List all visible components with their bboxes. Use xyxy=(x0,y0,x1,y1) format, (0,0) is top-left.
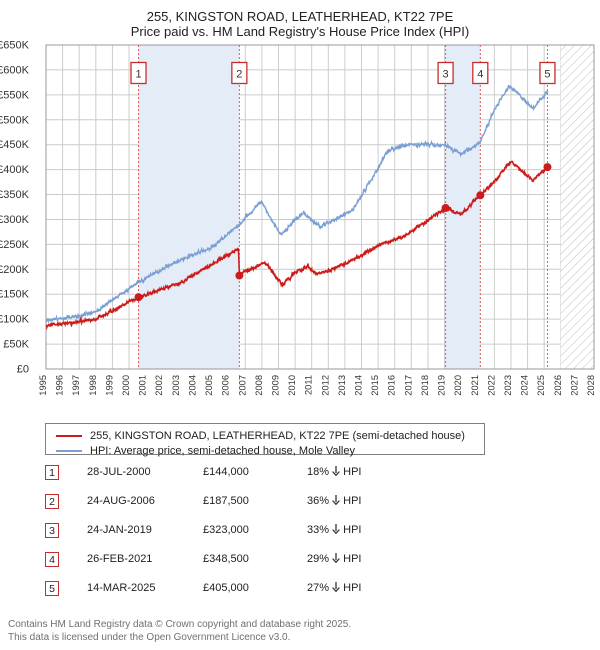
svg-text:1996: 1996 xyxy=(55,375,65,396)
svg-text:2005: 2005 xyxy=(204,375,214,396)
svg-text:2023: 2023 xyxy=(503,375,513,396)
svg-text:£300K: £300K xyxy=(0,214,30,226)
svg-text:2007: 2007 xyxy=(237,375,247,396)
svg-text:£100K: £100K xyxy=(0,314,30,326)
svg-text:2028: 2028 xyxy=(586,375,596,396)
svg-text:£0: £0 xyxy=(17,364,29,376)
svg-text:3: 3 xyxy=(443,68,449,80)
svg-text:£150K: £150K xyxy=(0,289,30,301)
svg-text:2015: 2015 xyxy=(370,375,380,396)
svg-text:£50K: £50K xyxy=(3,339,29,351)
svg-text:2014: 2014 xyxy=(354,375,364,396)
svg-text:2024: 2024 xyxy=(520,375,530,396)
svg-text:£400K: £400K xyxy=(0,164,30,176)
svg-text:2001: 2001 xyxy=(138,375,148,396)
svg-text:2018: 2018 xyxy=(420,375,430,396)
svg-text:2003: 2003 xyxy=(171,375,181,396)
svg-text:1998: 1998 xyxy=(88,375,98,396)
svg-text:£250K: £250K xyxy=(0,239,30,251)
svg-text:2: 2 xyxy=(236,68,242,80)
svg-text:2009: 2009 xyxy=(271,375,281,396)
svg-text:£200K: £200K xyxy=(0,264,30,276)
svg-text:2010: 2010 xyxy=(287,375,297,396)
svg-text:2011: 2011 xyxy=(304,375,314,395)
svg-text:2026: 2026 xyxy=(553,375,563,396)
svg-text:2000: 2000 xyxy=(121,375,131,396)
svg-text:2006: 2006 xyxy=(221,375,231,396)
svg-text:2012: 2012 xyxy=(320,375,330,396)
svg-text:2025: 2025 xyxy=(536,375,546,396)
svg-text:2020: 2020 xyxy=(453,375,463,396)
svg-text:2027: 2027 xyxy=(569,375,579,396)
svg-text:2008: 2008 xyxy=(254,375,264,396)
svg-text:£600K: £600K xyxy=(0,64,30,76)
svg-text:2002: 2002 xyxy=(154,375,164,396)
svg-text:1: 1 xyxy=(135,68,141,80)
svg-text:1997: 1997 xyxy=(71,375,81,396)
svg-text:2013: 2013 xyxy=(337,375,347,396)
svg-text:2004: 2004 xyxy=(188,375,198,396)
svg-text:2016: 2016 xyxy=(387,375,397,396)
svg-text:5: 5 xyxy=(544,68,550,80)
svg-text:4: 4 xyxy=(477,68,483,80)
svg-text:£550K: £550K xyxy=(0,89,30,101)
svg-text:2021: 2021 xyxy=(470,375,480,396)
svg-text:2019: 2019 xyxy=(437,375,447,396)
svg-text:2017: 2017 xyxy=(403,375,413,396)
svg-text:1999: 1999 xyxy=(104,375,114,396)
svg-text:2022: 2022 xyxy=(486,375,496,396)
svg-text:£500K: £500K xyxy=(0,114,30,126)
svg-text:£650K: £650K xyxy=(0,40,30,52)
svg-text:£350K: £350K xyxy=(0,189,30,201)
svg-text:1995: 1995 xyxy=(38,375,48,396)
svg-text:£450K: £450K xyxy=(0,139,30,151)
